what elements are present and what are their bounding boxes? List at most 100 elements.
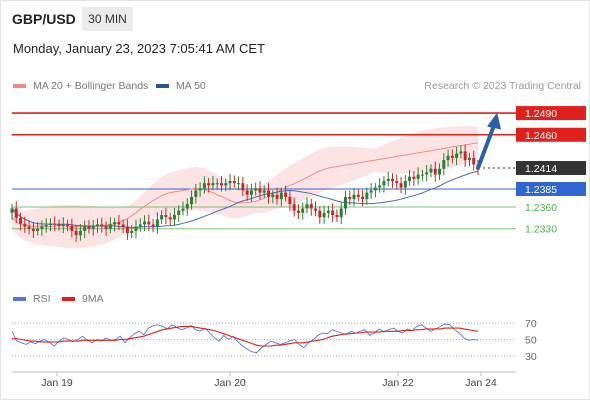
candle-body [61, 224, 65, 226]
candle-body [219, 183, 223, 186]
candle-body [177, 210, 181, 215]
candle-body [314, 208, 318, 211]
candle-body [27, 226, 31, 229]
candle-body [450, 155, 454, 158]
candle-body [14, 208, 18, 218]
candle-body [412, 176, 416, 179]
level-label-1.2414: 1.2414 [525, 163, 557, 175]
rsi-tick-label: 30 [525, 351, 537, 363]
candle-body [386, 178, 390, 182]
candle-body [237, 183, 241, 185]
candle-body [121, 224, 125, 227]
candle-body [241, 183, 245, 191]
candle-body [57, 224, 61, 226]
candle-body [78, 230, 82, 236]
candle-body [262, 190, 266, 193]
candle-body [249, 190, 253, 195]
candle-body [301, 208, 305, 213]
candle-body [455, 153, 459, 158]
candle-body [271, 194, 275, 197]
legend-ma20: MA 20 + Bollinger Bands [13, 80, 148, 92]
legend-rsi: RSI [13, 293, 51, 305]
candle-body [258, 188, 262, 193]
rsi-tick-label: 70 [525, 318, 537, 330]
ma50-swatch [156, 84, 169, 88]
candle-body [292, 204, 296, 211]
candle-body [100, 224, 104, 227]
candle-body [53, 223, 57, 225]
level-tag-1.2490 [516, 106, 586, 121]
candle-body [408, 176, 412, 182]
candle-body [399, 183, 403, 188]
level-label-1.2330: 1.2330 [525, 224, 557, 236]
ma9-swatch [62, 297, 75, 301]
chart-datetime: Monday, January 23, 2023 7:05:41 AM CET [13, 41, 265, 56]
candle-body [70, 225, 74, 231]
candle-body [96, 224, 100, 227]
candle-body [198, 188, 202, 191]
candle-body [113, 222, 117, 225]
candle-body [279, 192, 283, 200]
candle-body [232, 181, 236, 184]
candle-body [403, 181, 407, 188]
x-tick-label: Jan 24 [465, 377, 497, 389]
candle-body [352, 194, 356, 200]
timeframe-badge[interactable]: 30 MIN [82, 7, 133, 31]
candle-body [288, 196, 292, 205]
candle-body [194, 190, 198, 197]
legend-9ma-label: 9MA [82, 293, 104, 305]
legend-ma50: MA 50 [156, 80, 206, 92]
candle-body [361, 196, 365, 200]
candle-body [48, 223, 52, 226]
level-label-1.2490: 1.2490 [525, 108, 557, 120]
candle-body [429, 168, 433, 173]
legend-ma50-label: MA 50 [176, 80, 206, 92]
candle-body [36, 228, 40, 231]
level-label-1.2360: 1.2360 [525, 202, 557, 214]
candle-body [326, 210, 330, 213]
x-tick-label: Jan 20 [214, 377, 246, 389]
candle-body [459, 151, 463, 154]
candle-body [254, 188, 258, 191]
candle-body [369, 190, 373, 193]
candle-body [339, 208, 343, 218]
candle-body [108, 224, 112, 229]
x-tick-label: Jan 19 [41, 377, 73, 389]
candle-body [442, 160, 446, 169]
candle-body [66, 224, 70, 226]
candle-body [275, 194, 279, 200]
rsi-swatch [13, 297, 26, 301]
rsi-9ma-line [12, 325, 479, 347]
legend-rsi-label: RSI [33, 293, 51, 305]
candle-body [331, 210, 335, 215]
candle-body [143, 221, 147, 225]
candle-body [343, 196, 347, 209]
candle-body [446, 155, 450, 161]
candle-body [91, 226, 95, 229]
candle-body [19, 217, 23, 224]
candle-body [228, 181, 232, 184]
candle-body [185, 204, 189, 209]
candle-body [296, 210, 300, 213]
candle-body [10, 208, 14, 213]
candle-body [31, 228, 35, 231]
candle-body [309, 204, 313, 209]
candle-body [147, 221, 151, 225]
ma20-swatch [13, 84, 26, 88]
candle-body [322, 212, 326, 218]
candle-body [215, 183, 219, 185]
ma50-line [11, 170, 479, 228]
candle-body [356, 194, 360, 197]
level-label-1.2460: 1.2460 [525, 130, 557, 142]
candle-body [472, 157, 476, 165]
candle-body [155, 219, 159, 227]
level-tag-1.2460 [516, 127, 586, 142]
candle-body [335, 215, 339, 218]
candle-body [40, 226, 44, 229]
candle-body [390, 178, 394, 182]
candle-body [395, 181, 399, 184]
candle-body [207, 183, 211, 186]
candle-body [284, 192, 288, 197]
candle-body [438, 168, 442, 175]
